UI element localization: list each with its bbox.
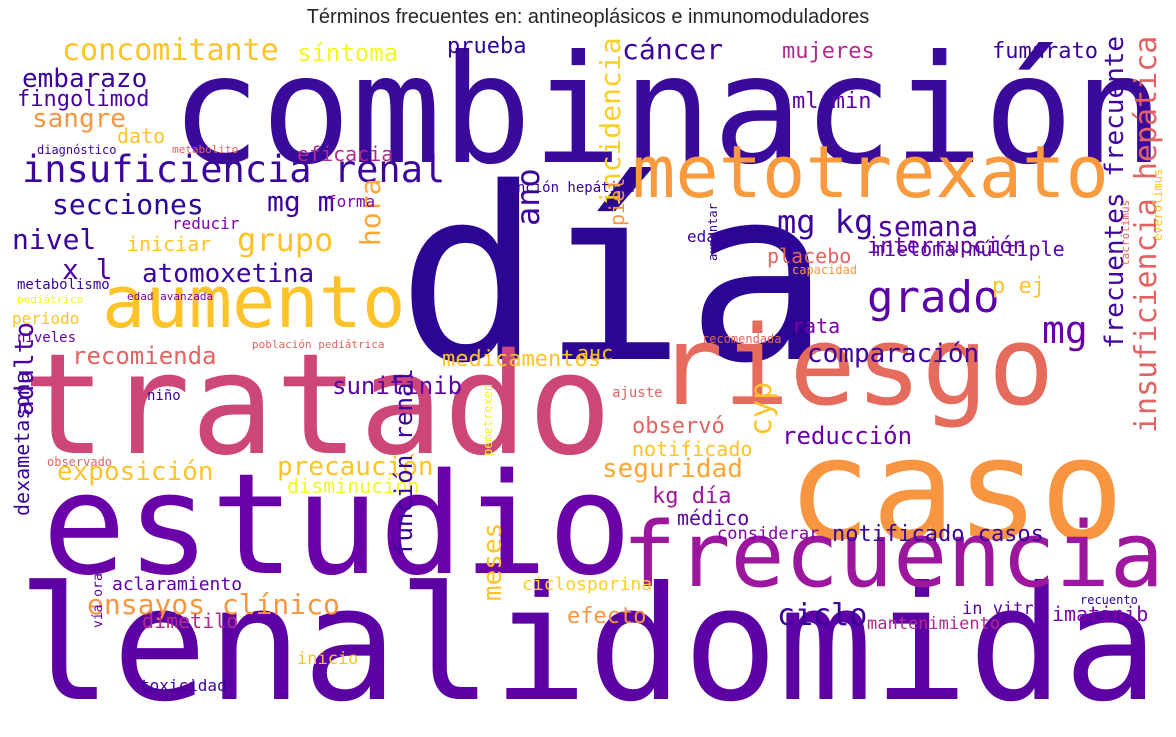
word-aumento: aumento: [102, 260, 406, 344]
word-metabolito: metabolito: [172, 143, 239, 156]
word-mg-m: mg m: [267, 185, 335, 218]
word-pemetrexed: pemetrexed: [481, 383, 495, 456]
word-mieloma-multiple: mieloma múltiple: [872, 237, 1065, 261]
word-mantenimiento: mantenimiento: [867, 614, 1001, 634]
word-pediatrico: pediátrico: [17, 293, 84, 306]
word-medico: médico: [677, 506, 750, 530]
word-insuficiencia-renal: insuficiencia renal: [22, 148, 446, 191]
word-metotrexato: metotrexato: [632, 130, 1109, 214]
word-riesgo: riesgo: [657, 302, 1055, 430]
word-hora: hora: [354, 178, 387, 246]
word-piel: piel: [605, 177, 629, 226]
word-cloud: combinación día lenalidomida estudio tratado…: [12, 36, 1164, 724]
word-funcion-renal: función renal: [390, 368, 418, 556]
word-grupo: grupo: [237, 221, 334, 259]
word-observado: observado: [47, 455, 113, 469]
word-notificado: notificado: [632, 437, 753, 461]
word-efecto: efecto: [567, 604, 647, 629]
word-reducir: reducir: [172, 214, 240, 233]
word-frecuencia: frecuencia: [622, 503, 1164, 608]
word-medicamentos: medicamentos: [442, 347, 601, 372]
word-seguridad: seguridad: [602, 454, 743, 484]
word-prueba: prueba: [447, 36, 527, 59]
word-ajuste: ajuste: [612, 385, 663, 401]
word-recomienda: recomienda: [72, 342, 217, 370]
word-diagnostico: diagnóstico: [37, 143, 117, 157]
word-dato: dato: [117, 124, 166, 148]
word-eficacia: eficacia: [297, 142, 394, 166]
word-nino: niño: [147, 388, 181, 404]
word-tacrolimus: tacrólimus: [1119, 199, 1132, 266]
word-combinacion: combinación: [170, 36, 1164, 198]
word-toxicidad: toxicidad: [140, 676, 227, 695]
word-cancer: cáncer: [622, 36, 724, 66]
word-ano: año: [509, 168, 547, 226]
word-in-vitro: in vitro: [962, 599, 1044, 619]
word-interrupcion: interrupción: [867, 234, 1026, 259]
word-forma: forma: [327, 192, 376, 211]
word-semana: semana: [877, 210, 979, 243]
word-sunitinib: sunitinib: [332, 372, 463, 400]
word-secciones: secciones: [52, 188, 204, 221]
word-placebo: placebo: [767, 244, 852, 268]
word-atomoxetina: atomoxetina: [142, 259, 315, 289]
word-sintoma: síntoma: [297, 39, 399, 67]
word-edad: edad: [687, 227, 726, 246]
word-mujeres: mujeres: [782, 39, 875, 64]
word-edad-avanzada: edad avanzada: [127, 290, 214, 303]
word-dexametasona: dexametasona: [12, 371, 34, 517]
word-frecuentes-frecuente: frecuentes frecuente: [1100, 36, 1130, 350]
word-imatinib: imatinib: [1052, 602, 1149, 626]
word-fingolimod: fingolimod: [17, 87, 150, 112]
word-metabolismo: metabolismo: [17, 277, 110, 293]
word-recomendada: recomendada: [702, 332, 782, 346]
word-meses: meses: [478, 522, 508, 601]
word-precaucion: precaución: [277, 452, 434, 482]
word-aumentar: aumentar: [706, 203, 720, 261]
word-ciclo: ciclo: [777, 598, 868, 633]
word-auc: auc: [577, 341, 614, 365]
word-via-oral: vía oral: [91, 565, 106, 628]
word-rata: rata: [792, 314, 841, 338]
word-sangre: sangre: [32, 104, 126, 134]
word-disminucion: disminución: [287, 474, 420, 498]
word-everolimus: everolimus: [1151, 168, 1164, 241]
word-caso: caso: [787, 409, 1125, 572]
word-comparacion: comparación: [807, 339, 980, 369]
word-poblacion-pediatrica: población pediátrica: [252, 338, 385, 351]
word-niveles: niveles: [17, 330, 77, 346]
word-recuento: recuento: [1080, 593, 1138, 607]
word-embarazo: embarazo: [22, 64, 148, 94]
word-dimetilo: dimetilo: [142, 609, 239, 633]
word-ml-min: ml min: [792, 89, 872, 114]
word-nivel: nivel: [12, 223, 97, 256]
word-reduccion: reducción: [782, 422, 913, 450]
word-ensayos-clinico: ensayos clínico: [87, 588, 340, 621]
word-x-l: x l: [62, 253, 113, 286]
word-ciclosporina: ciclosporina: [522, 574, 653, 595]
word-cyp: cyp: [744, 381, 779, 436]
word-notificado-casos: notificado casos: [832, 522, 1044, 547]
word-exposicion: exposición: [57, 457, 214, 487]
word-dia: día: [397, 136, 831, 416]
word-concomitante: concomitante: [62, 36, 279, 68]
word-mg: mg: [1042, 308, 1088, 352]
chart-title: Términos frecuentes en: antineoplásicos …: [306, 6, 870, 28]
word-periodo: periodo: [12, 309, 80, 328]
word-capacidad: capacidad: [792, 263, 858, 277]
word-p-ej: p ej: [992, 274, 1045, 299]
word-fumarato: fumarato: [992, 39, 1098, 64]
word-grado: grado: [867, 272, 1000, 323]
word-funcion-hepatica: función hepática: [500, 180, 635, 196]
word-aclaramiento: aclaramiento: [112, 574, 243, 595]
word-observo: observó: [632, 414, 725, 439]
word-estudio: estudio: [42, 444, 633, 607]
word-considerar: considerar: [717, 524, 820, 544]
word-lenalidomida: lenalidomida: [17, 553, 1159, 724]
word-inicio: inicio: [297, 649, 359, 669]
word-kg-dia: kg día: [652, 484, 732, 509]
word-tratado: tratado: [22, 324, 613, 487]
word-iniciar: iniciar: [127, 232, 212, 256]
word-mg-kg: mg kg: [777, 203, 874, 241]
